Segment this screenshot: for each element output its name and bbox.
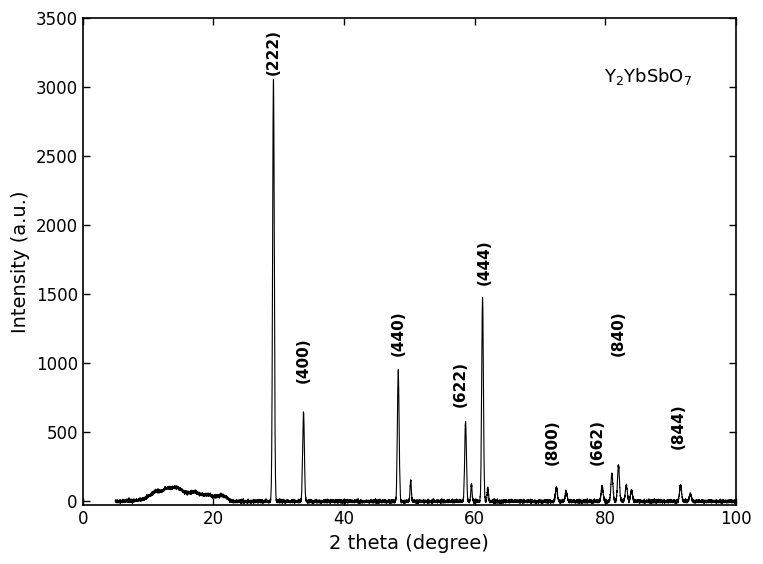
Text: (444): (444): [476, 239, 491, 285]
Text: (844): (844): [671, 403, 686, 449]
Text: (800): (800): [544, 420, 559, 465]
Text: (400): (400): [296, 337, 311, 382]
Text: Y$_2$YbSbO$_7$: Y$_2$YbSbO$_7$: [604, 66, 692, 87]
Text: (222): (222): [266, 29, 281, 74]
Text: (840): (840): [611, 311, 626, 356]
Text: (622): (622): [452, 362, 468, 407]
X-axis label: 2 theta (degree): 2 theta (degree): [330, 534, 489, 553]
Text: (662): (662): [590, 418, 605, 465]
Text: (440): (440): [391, 311, 406, 356]
Y-axis label: Intensity (a.u.): Intensity (a.u.): [11, 191, 30, 333]
